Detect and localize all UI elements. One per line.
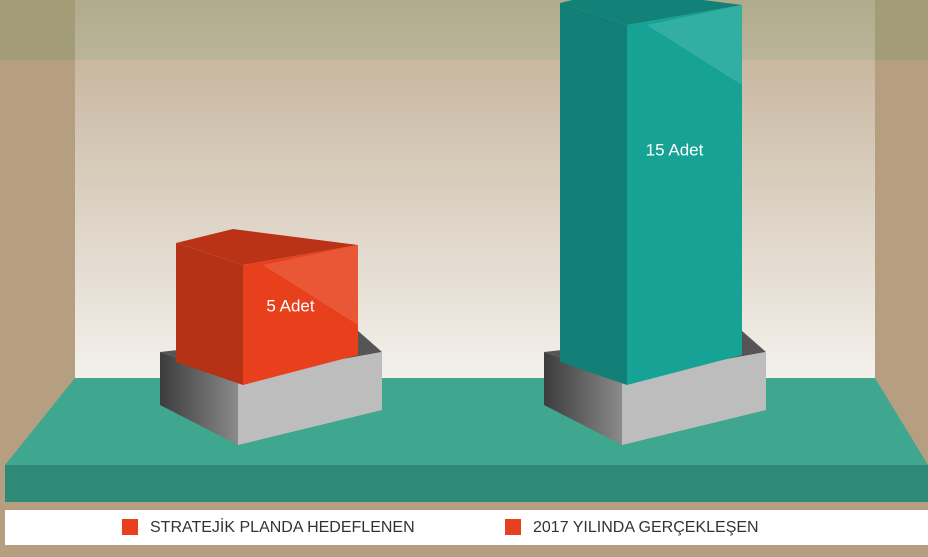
chart: 5 Adet 15 Adet STRATEJİK PLANDA HEDEFLENE… [0, 0, 928, 557]
bar-left-face [560, 3, 627, 385]
legend-label: STRATEJİK PLANDA HEDEFLENEN [150, 517, 415, 536]
legend-strip [5, 510, 928, 545]
bar-left-face [176, 243, 243, 385]
value-label: 5 Adet [266, 296, 314, 315]
legend-marker [505, 519, 521, 535]
platform-top [5, 378, 928, 465]
value-label: 15 Adet [646, 140, 704, 159]
platform-front [5, 465, 928, 502]
legend-marker [122, 519, 138, 535]
bar [560, 0, 742, 385]
legend-label: 2017 YILINDA GERÇEKLEŞEN [533, 519, 759, 536]
